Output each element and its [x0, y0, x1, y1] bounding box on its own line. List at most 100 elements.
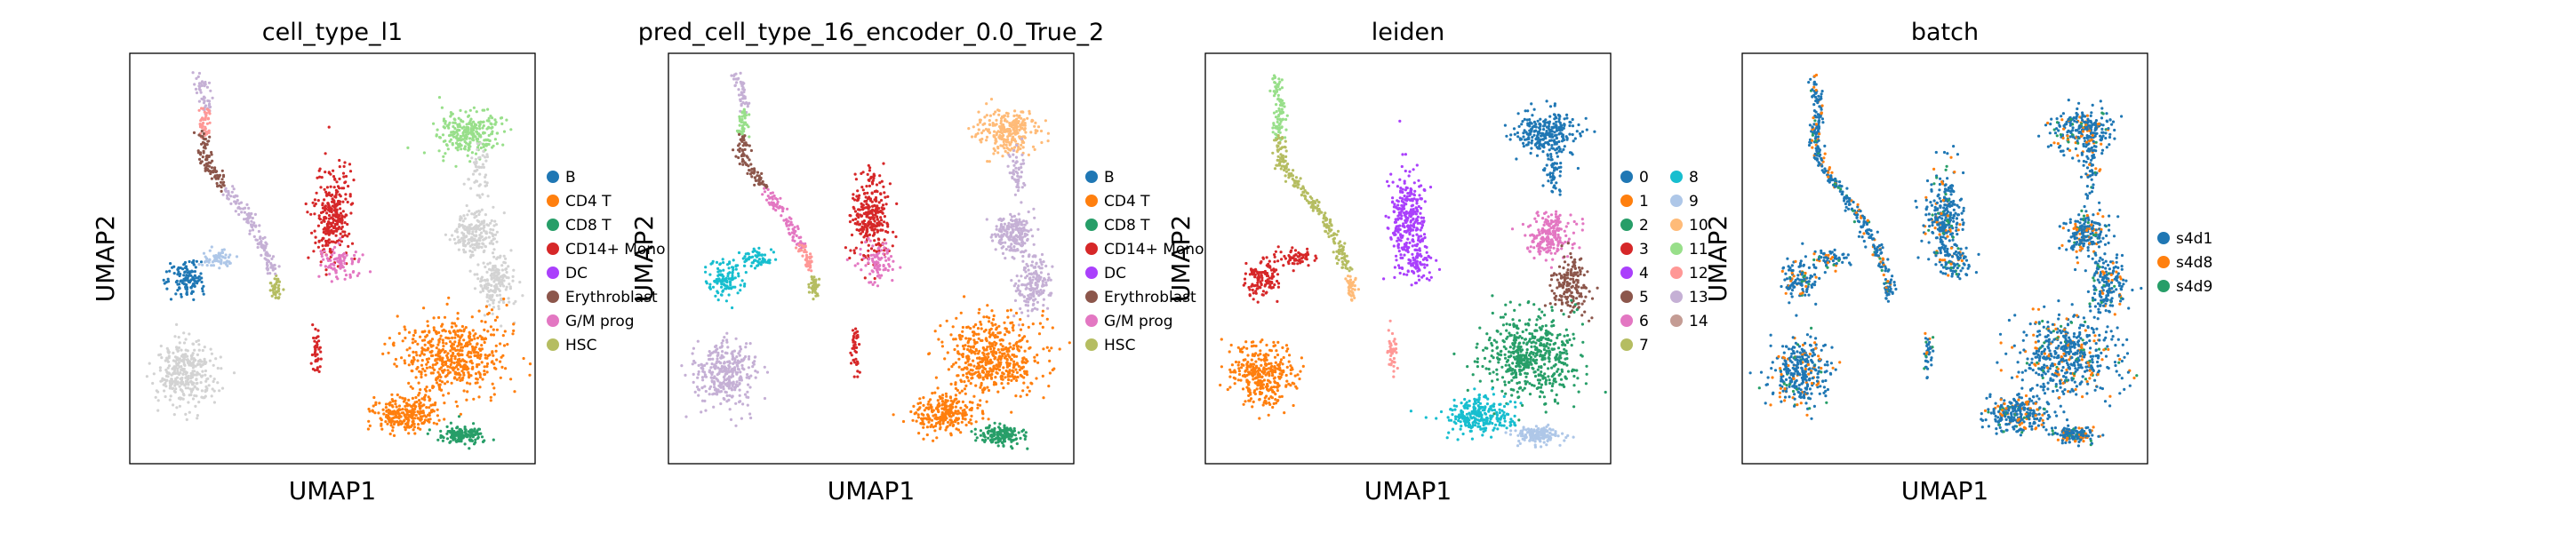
scatter-point — [335, 222, 340, 227]
scatter-point — [386, 422, 389, 426]
scatter-point — [849, 214, 852, 218]
scatter-point — [317, 217, 321, 220]
scatter-point — [395, 416, 398, 419]
scatter-point — [348, 195, 352, 198]
scatter-point — [404, 422, 407, 426]
scatter-point — [438, 378, 442, 382]
scatter-point — [988, 345, 992, 348]
scatter-point — [492, 393, 496, 396]
scatter-point — [387, 418, 390, 421]
scatter-point — [346, 222, 349, 227]
scatter-point — [444, 122, 447, 125]
scatter-point — [203, 346, 206, 349]
scatter-point — [479, 146, 483, 150]
scatter-point — [394, 412, 397, 416]
scatter-point — [172, 403, 175, 407]
scatter-point — [867, 243, 870, 247]
scatter-point — [412, 428, 415, 432]
scatter-point — [314, 241, 317, 244]
scatter-point — [435, 377, 438, 380]
scatter-point — [452, 237, 456, 241]
scatter-point — [1021, 389, 1025, 393]
scatter-point — [876, 229, 880, 233]
scatter-point — [873, 227, 877, 231]
scatter-point — [1013, 146, 1017, 149]
scatter-point — [1011, 136, 1014, 140]
scatter-point — [985, 114, 988, 117]
scatter-point — [209, 171, 212, 176]
scatter-point — [329, 259, 332, 262]
scatter-point — [468, 140, 472, 144]
scatter-point — [319, 250, 323, 253]
scatter-point — [414, 376, 418, 379]
scatter-point — [1015, 179, 1019, 182]
scatter-point — [436, 414, 439, 418]
scatter-point — [492, 328, 495, 331]
scatter-point — [939, 324, 942, 328]
scatter-point — [949, 333, 953, 337]
scatter-point — [172, 359, 175, 362]
scatter-point — [311, 201, 315, 204]
scatter-point — [345, 253, 348, 257]
scatter-point — [339, 259, 342, 263]
scatter-point — [1021, 356, 1025, 360]
scatter-point — [922, 426, 925, 429]
scatter-point — [874, 225, 877, 228]
scatter-point — [969, 345, 972, 349]
scatter-point — [177, 336, 180, 339]
scatter-point — [406, 416, 410, 419]
scatter-point — [1013, 298, 1018, 302]
scatter-point — [321, 202, 324, 205]
scatter-point — [948, 404, 951, 408]
scatter-point — [419, 388, 422, 392]
scatter-point — [356, 274, 359, 277]
scatter-point — [1046, 131, 1050, 135]
scatter-point — [927, 406, 931, 410]
scatter-point — [492, 228, 495, 232]
scatter-point — [854, 178, 859, 181]
scatter-point — [484, 138, 488, 141]
scatter-point — [417, 417, 420, 420]
scatter-point — [1004, 435, 1007, 439]
scatter-point — [975, 332, 979, 336]
scatter-point — [984, 328, 988, 332]
scatter-point — [1017, 364, 1020, 368]
scatter-point — [486, 330, 490, 333]
scatter-point — [1039, 271, 1043, 274]
scatter-point — [495, 240, 499, 243]
scatter-point — [860, 214, 863, 218]
scatter-point — [1001, 251, 1005, 255]
scatter-point — [1011, 375, 1014, 378]
scatter-point — [856, 189, 860, 193]
scatter-point — [476, 147, 479, 151]
scatter-point — [498, 289, 501, 292]
scatter-point — [961, 325, 964, 330]
scatter-point — [1025, 219, 1028, 223]
scatter-point — [876, 247, 880, 251]
scatter-point — [474, 135, 477, 139]
scatter-point — [452, 329, 456, 332]
scatter-point — [495, 131, 499, 135]
scatter-point — [171, 382, 174, 386]
scatter-point — [472, 442, 476, 446]
scatter-point — [858, 208, 862, 211]
scatter-point — [276, 297, 280, 300]
scatter-point — [884, 242, 888, 245]
scatter-point — [1006, 224, 1010, 227]
scatter-point — [502, 130, 507, 133]
scatter-point — [197, 133, 201, 137]
scatter-point — [1004, 376, 1007, 379]
scatter-point — [227, 256, 230, 259]
scatter-point — [444, 233, 447, 236]
scatter-point — [200, 389, 204, 393]
scatter-point — [994, 138, 997, 141]
scatter-point — [849, 249, 852, 252]
scatter-point — [1040, 140, 1044, 145]
scatter-point — [335, 275, 339, 279]
scatter-point — [463, 147, 467, 151]
scatter-point — [411, 396, 414, 400]
scatter-point — [975, 436, 979, 440]
scatter-point — [999, 343, 1003, 346]
scatter-point — [462, 389, 466, 393]
scatter-point — [480, 361, 484, 364]
